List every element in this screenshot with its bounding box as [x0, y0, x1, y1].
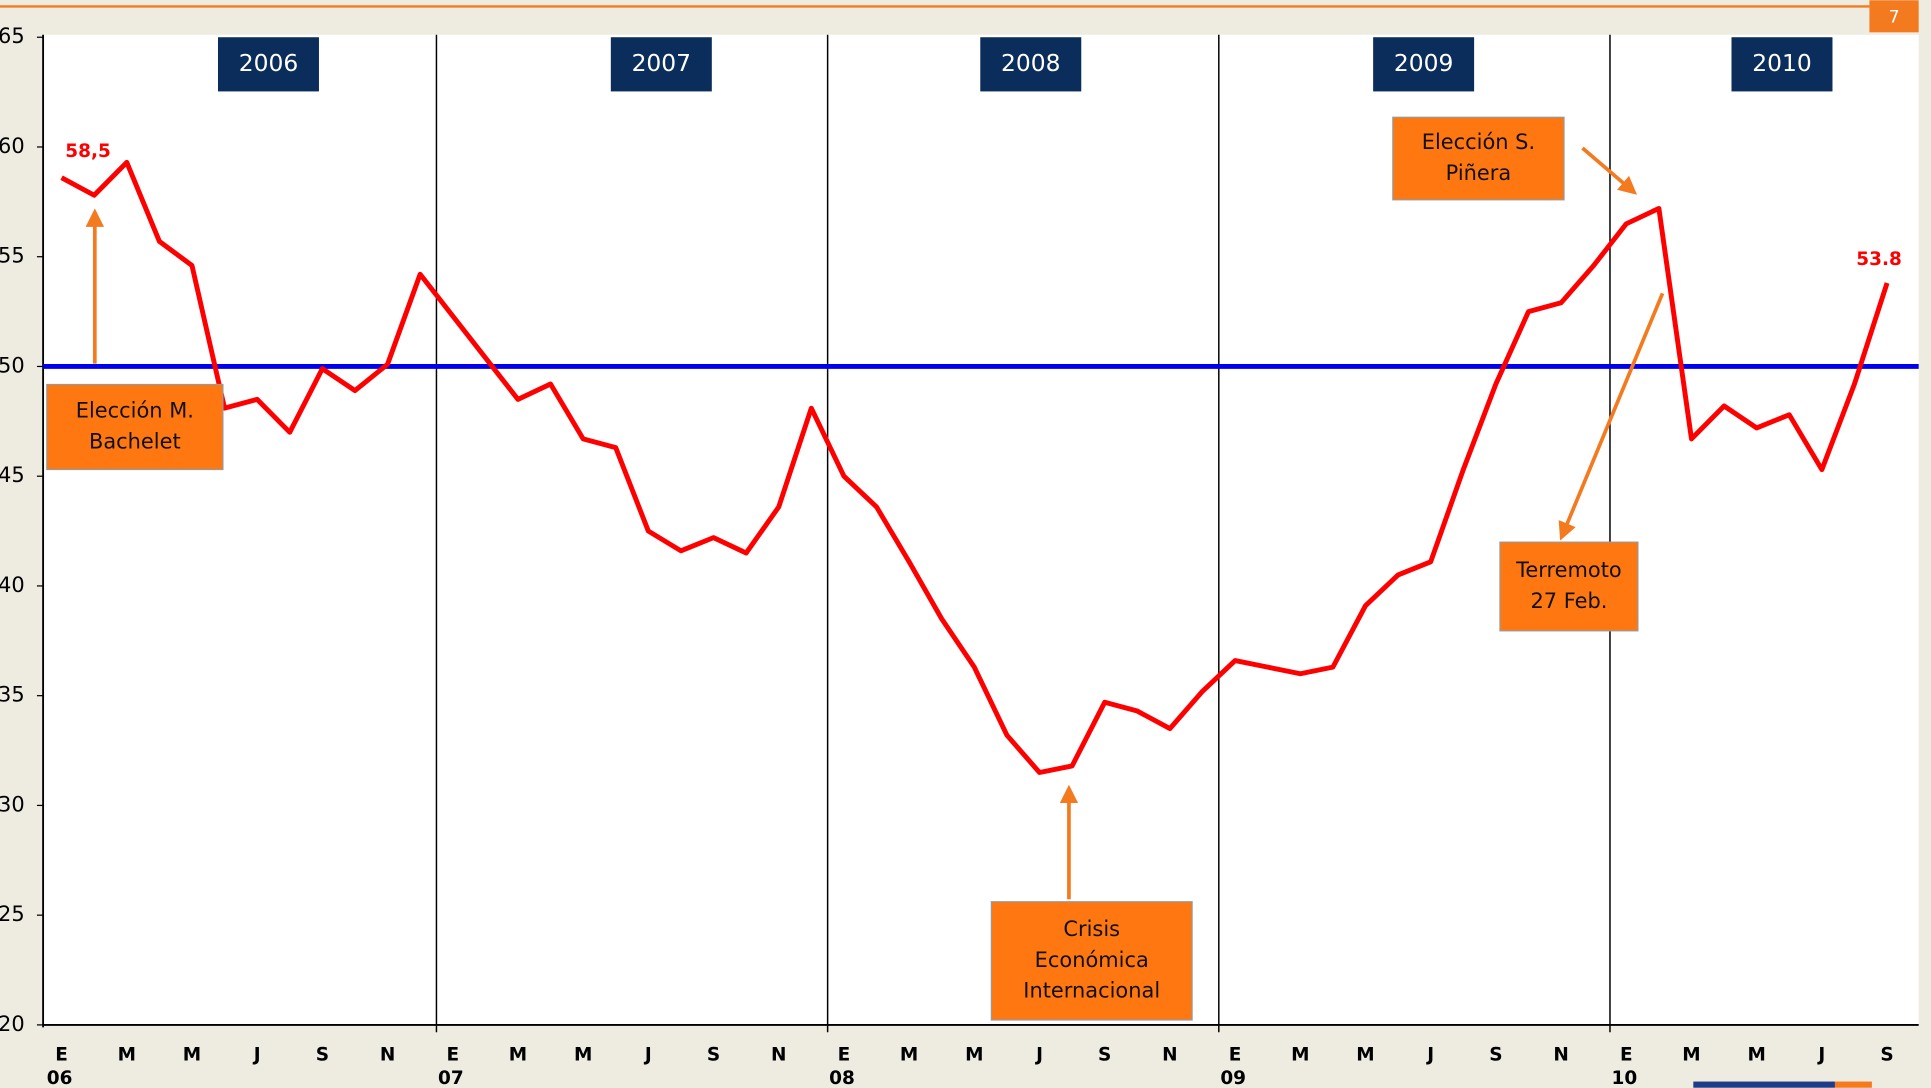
- year-box: [610, 37, 712, 92]
- data-label: 58,5: [65, 141, 111, 162]
- annotation-text: Económica: [1035, 948, 1149, 972]
- annotation-box: [46, 383, 224, 471]
- y-tick-label: 30: [0, 792, 25, 816]
- x-tick-label: M: [509, 1045, 527, 1066]
- x-year-label: 10: [1611, 1068, 1637, 1088]
- y-tick-label: 55: [0, 244, 25, 268]
- year-label: 2009: [1394, 49, 1454, 77]
- y-tick-label: 35: [0, 683, 25, 707]
- annotation-text: Elección M.: [76, 399, 194, 423]
- year-box: [1731, 37, 1833, 92]
- x-year-label: 09: [1220, 1068, 1246, 1088]
- x-tick-label: J: [252, 1045, 261, 1066]
- y-tick-label: 60: [0, 134, 25, 158]
- annotation-arrow: [1558, 292, 1665, 541]
- footer-bar: [1834, 1081, 1872, 1088]
- x-tick-label: M: [1747, 1045, 1765, 1066]
- x-tick-label: N: [1162, 1045, 1177, 1066]
- annotation-text: Bachelet: [89, 429, 181, 453]
- annotation-text: Piñera: [1446, 161, 1512, 185]
- x-tick-label: J: [643, 1045, 652, 1066]
- x-tick-label: S: [316, 1045, 329, 1066]
- x-tick-label: N: [380, 1045, 395, 1066]
- year-label: 2010: [1752, 49, 1812, 77]
- footer-bar: [1693, 1081, 1835, 1088]
- y-tick-label: 50: [0, 353, 25, 377]
- x-tick-label: M: [900, 1045, 918, 1066]
- x-year-label: 07: [438, 1068, 464, 1088]
- x-tick-label: M: [183, 1045, 201, 1066]
- x-tick-label: M: [118, 1045, 136, 1066]
- x-tick-label: M: [965, 1045, 983, 1066]
- x-tick-label: E: [446, 1045, 459, 1066]
- y-tick-label: 45: [0, 463, 25, 487]
- x-tick-label: J: [1425, 1045, 1434, 1066]
- y-tick-label: 40: [0, 573, 25, 597]
- x-tick-label: E: [55, 1045, 68, 1066]
- year-box: [217, 37, 319, 92]
- year-label: 2006: [239, 49, 299, 77]
- x-tick-label: E: [838, 1045, 851, 1066]
- x-tick-label: E: [1620, 1045, 1633, 1066]
- x-tick-label: E: [1229, 1045, 1242, 1066]
- y-tick-label: 25: [0, 902, 25, 926]
- x-tick-label: S: [1098, 1045, 1111, 1066]
- plot-area: [43, 34, 1919, 1025]
- annotation-box: [1392, 116, 1565, 201]
- annotation-text: Internacional: [1023, 979, 1160, 1003]
- data-line: [60, 159, 1890, 775]
- x-year-label: 06: [47, 1068, 73, 1088]
- x-tick-label: N: [771, 1045, 786, 1066]
- page-number-box: [1869, 0, 1919, 33]
- annotation-text: Terremoto: [1515, 558, 1622, 582]
- page-number: 7: [1889, 8, 1900, 28]
- y-tick-label: 20: [0, 1012, 25, 1036]
- data-label: 53.8: [1856, 249, 1902, 270]
- x-tick-label: S: [707, 1045, 720, 1066]
- annotation-box: [1499, 541, 1639, 632]
- x-tick-label: J: [1816, 1045, 1825, 1066]
- year-box: [1373, 37, 1475, 92]
- year-box: [980, 37, 1082, 92]
- x-tick-label: N: [1553, 1045, 1568, 1066]
- x-tick-label: M: [574, 1045, 592, 1066]
- y-tick-label: 65: [0, 24, 25, 48]
- year-label: 2007: [632, 49, 692, 77]
- year-label: 2008: [1001, 49, 1061, 77]
- annotation-text: 27 Feb.: [1530, 589, 1607, 613]
- x-tick-label: M: [1291, 1045, 1309, 1066]
- x-tick-label: J: [1034, 1045, 1043, 1066]
- annotation-box: [990, 901, 1193, 1021]
- x-tick-label: S: [1880, 1045, 1893, 1066]
- x-tick-label: S: [1489, 1045, 1502, 1066]
- x-tick-label: M: [1682, 1045, 1700, 1066]
- annotation-arrow: [1581, 146, 1638, 195]
- annotation-text: Crisis: [1063, 917, 1120, 941]
- annotation-text: Elección S.: [1422, 130, 1535, 154]
- x-tick-label: M: [1356, 1045, 1374, 1066]
- x-year-label: 08: [829, 1068, 855, 1088]
